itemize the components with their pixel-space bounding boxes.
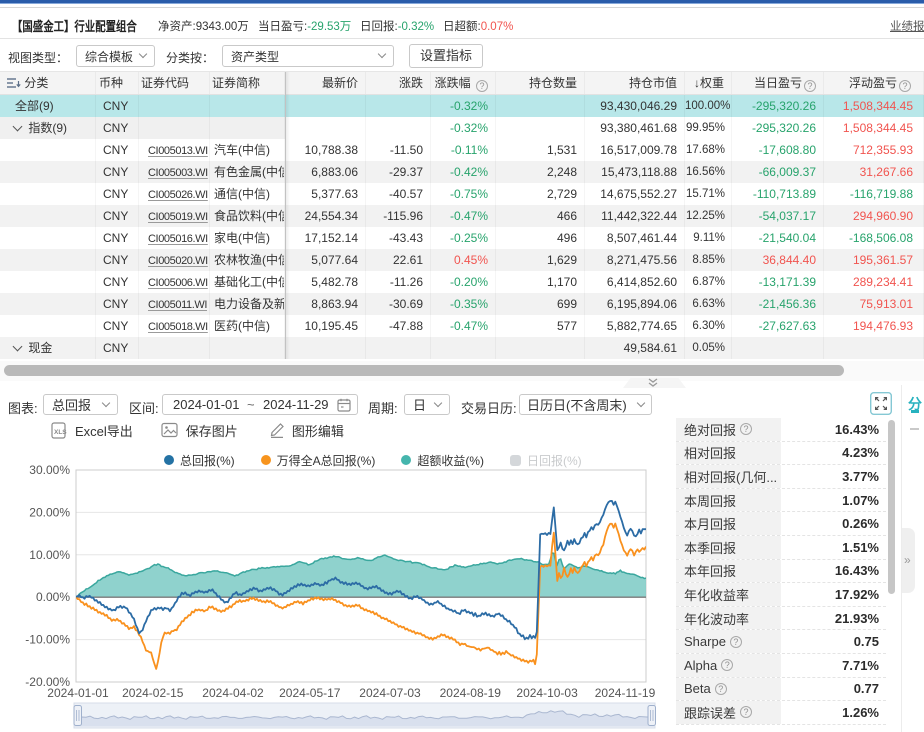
svg-text:2024-05-17: 2024-05-17: [279, 686, 341, 700]
svg-text:2024-01-01: 2024-01-01: [47, 686, 109, 700]
svg-text:0.00%: 0.00%: [36, 590, 70, 604]
svg-text:-10.00%: -10.00%: [25, 633, 70, 647]
svg-text:2024-07-03: 2024-07-03: [359, 686, 421, 700]
svg-text:30.00%: 30.00%: [29, 463, 70, 477]
svg-text:2024-04-02: 2024-04-02: [202, 686, 264, 700]
svg-text:-20.00%: -20.00%: [25, 675, 70, 689]
svg-text:2024-02-15: 2024-02-15: [122, 686, 184, 700]
svg-text:2024-10-03: 2024-10-03: [516, 686, 578, 700]
svg-text:XLS: XLS: [54, 429, 67, 436]
svg-text:2024-08-19: 2024-08-19: [440, 686, 502, 700]
svg-text:10.00%: 10.00%: [29, 548, 70, 562]
svg-text:20.00%: 20.00%: [29, 505, 70, 519]
svg-text:2024-11-19: 2024-11-19: [595, 686, 656, 700]
